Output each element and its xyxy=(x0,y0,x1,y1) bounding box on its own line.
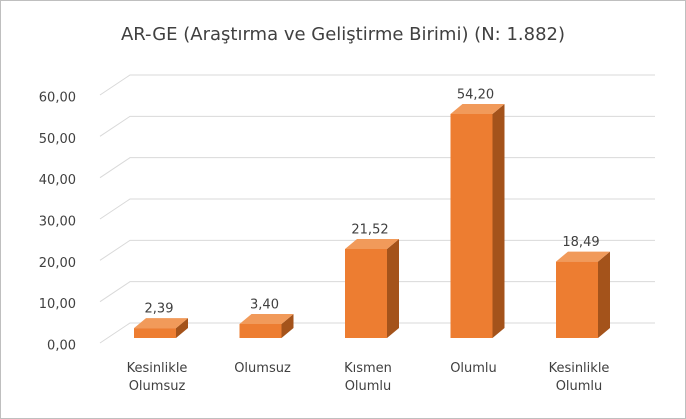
bar-front xyxy=(450,113,493,339)
bar-front xyxy=(556,261,598,338)
bar-side xyxy=(387,239,399,338)
bar xyxy=(345,239,399,338)
y-tick-label: 40,00 xyxy=(39,173,76,188)
bar-front xyxy=(239,323,282,338)
bar-top xyxy=(239,313,294,324)
bar xyxy=(450,103,505,339)
y-tick-label: 10,00 xyxy=(39,297,76,312)
value-label: 21,52 xyxy=(351,223,388,238)
y-tick-label: 60,00 xyxy=(39,91,76,106)
value-label: 18,49 xyxy=(562,235,599,250)
bar xyxy=(134,318,188,338)
bar-top xyxy=(134,318,188,329)
x-tick-label: Kesinlikle Olumlu xyxy=(549,361,610,394)
y-tick-label: 50,00 xyxy=(39,132,76,147)
x-tick-label: Kısmen Olumlu xyxy=(344,361,392,394)
y-tick-label: 0,00 xyxy=(47,339,76,354)
bar-side xyxy=(176,318,188,338)
bar-top xyxy=(450,103,505,114)
value-label: 54,20 xyxy=(457,87,494,102)
bar-side xyxy=(598,251,610,338)
y-tick-label: 20,00 xyxy=(39,256,76,271)
x-tick-label: Kesinlikle Olumsuz xyxy=(127,361,188,394)
x-tick-label: Olumsuz xyxy=(234,361,291,376)
chart-title: AR-GE (Araştırma ve Geliştirme Birimi) (… xyxy=(121,24,565,45)
bar-front xyxy=(134,328,176,338)
bar xyxy=(556,251,610,338)
bar xyxy=(239,313,294,338)
bar-side xyxy=(281,313,294,338)
x-tick-label: Olumlu xyxy=(450,361,497,376)
bar-side xyxy=(492,103,505,339)
bar-top xyxy=(345,239,399,250)
bar-front xyxy=(345,249,387,338)
grid-line xyxy=(99,74,655,96)
value-label: 2,39 xyxy=(145,302,174,317)
y-tick-label: 30,00 xyxy=(39,215,76,230)
value-label: 3,40 xyxy=(250,297,279,312)
bar-top xyxy=(556,251,610,262)
